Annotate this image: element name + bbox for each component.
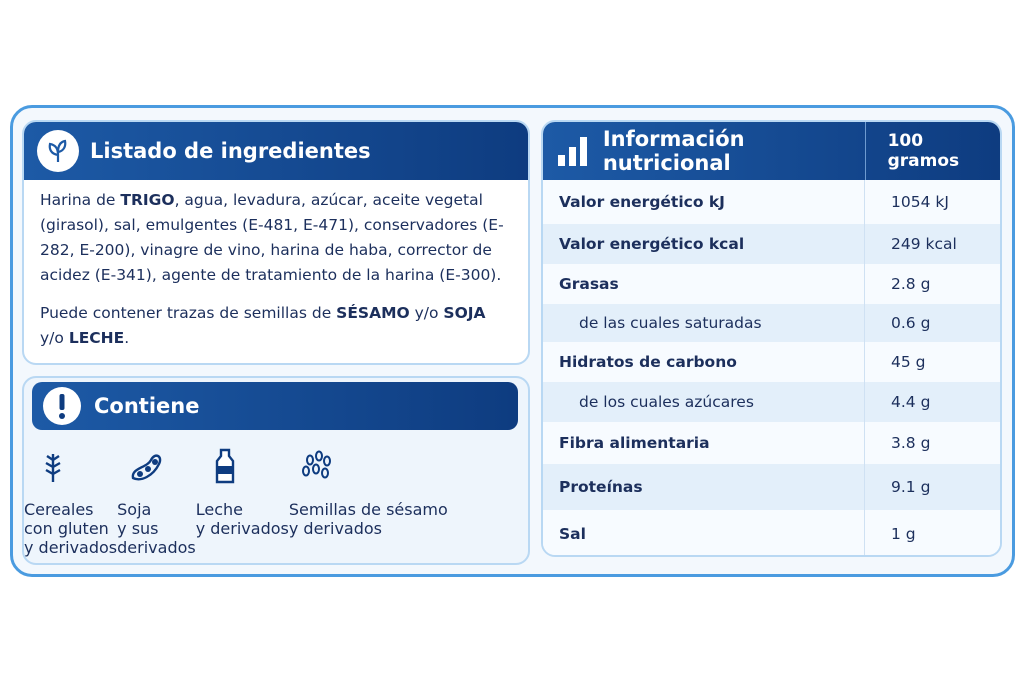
nutrition-row: Valor energético kJ 1054 kJ [543, 180, 1000, 224]
nutrient-value: 9.1 g [864, 464, 930, 510]
icon [215, 448, 234, 484]
nutrient-value: 2.8 g [864, 264, 930, 304]
nutrition-row: Hidratos de carbono 45 g [543, 342, 1000, 382]
nutrition-title: Información nutricional [602, 127, 745, 175]
text-run: y/o [40, 329, 69, 347]
nutrition-row: Fibra alimentaria 3.8 g [543, 422, 1000, 464]
allergen-label: y sus [117, 519, 159, 538]
contains-panel: Contiene Cereales con gluten y derivados So… [22, 376, 530, 565]
allergen-label: Soja [117, 500, 152, 519]
nutrient-name: de los cuales azúcares [579, 393, 754, 411]
nutrition-row: de las cuales saturadas 0.6 g [543, 304, 1000, 342]
chart-icon [558, 137, 587, 166]
allergen-label: Cereales [24, 500, 94, 519]
allergen-highlight: TRIGO [120, 191, 175, 209]
allergen-item: Soja y sus derivados [117, 438, 196, 557]
text-run: Harina de [40, 191, 121, 209]
ingredients-header: Listado de ingredientes [24, 122, 528, 180]
allergen-highlight: LECHE [68, 329, 125, 347]
nutrition-row: de los cuales azúcares 4.4 g [543, 382, 1000, 422]
text-run: . [124, 329, 130, 347]
nutrient-name: Valor energético kcal [559, 235, 745, 253]
nutrient-name: Fibra alimentaria [559, 434, 710, 452]
allergen-highlight: SÉSAMO [336, 304, 410, 322]
allergen-label: con gluten [24, 519, 109, 538]
allergen-label: Leche [195, 500, 243, 519]
nutrient-value: 45 g [864, 342, 926, 382]
nutrition-row: Proteínas 9.1 g [543, 464, 1000, 510]
column-header: 100 gramos [864, 122, 1000, 180]
nutrition-row: Grasas 2.8 g [543, 264, 1000, 304]
nutrient-name: Hidratos de carbono [559, 353, 737, 371]
nutrient-value: 0.6 g [864, 304, 930, 342]
icon [301, 450, 331, 479]
allergen-icon [117, 438, 196, 500]
nutrient-value: 3.8 g [864, 422, 930, 464]
allergen-label: Semillas de sésamo [288, 500, 448, 519]
nutrient-name: Grasas [559, 275, 619, 293]
ingredients-text: Harina de TRIGO, agua, levadura, azúcar,… [40, 188, 514, 363]
allergen-label: y derivados [24, 538, 118, 557]
alert-icon [43, 387, 81, 425]
nutrient-name: de las cuales saturadas [579, 314, 762, 332]
leaf-icon [37, 130, 79, 172]
nutrient-value: 1054 kJ [864, 180, 949, 224]
contains-header: Contiene [32, 382, 518, 430]
allergen-list: Cereales con gluten y derivados Soja y sus de… [24, 438, 528, 557]
allergen-label: y derivados [288, 519, 382, 538]
allergen-label: y derivados [195, 519, 289, 538]
nutrient-name: Sal [559, 524, 586, 543]
ingredients-panel: Listado de ingredientes Harina de TRIGO,… [22, 120, 530, 365]
allergen-item: Semillas de sésamo y derivados [289, 438, 448, 557]
allergen-label: derivados [117, 538, 196, 557]
icon [131, 454, 162, 481]
ingredients-paragraph: Harina de TRIGO, agua, levadura, azúcar,… [40, 188, 514, 288]
nutrition-header: Información nutricional 100 gramos [543, 122, 1000, 180]
allergen-item: Leche y derivados [196, 438, 289, 557]
nutrient-name: Valor energético kJ [559, 193, 725, 211]
nutrient-value: 249 kcal [864, 224, 957, 264]
nutrition-row: Sal 1 g [543, 510, 1000, 555]
text-run: y/o [409, 304, 444, 322]
nutrient-name: Proteínas [559, 478, 643, 496]
allergen-highlight: SOJA [443, 304, 486, 322]
icon [45, 454, 61, 482]
allergen-icon [24, 438, 117, 500]
text-run: , agua, levadura, azúcar, aceite vegetal… [40, 191, 504, 284]
allergen-icon [196, 438, 289, 500]
nutrient-value: 1 g [864, 510, 916, 555]
contains-title: Contiene [94, 394, 200, 418]
allergen-icon [289, 438, 448, 500]
nutrient-value: 4.4 g [864, 382, 930, 422]
allergen-item: Cereales con gluten y derivados [24, 438, 117, 557]
ingredients-title: Listado de ingredientes [90, 139, 371, 163]
ingredients-paragraph: Puede contener trazas de semillas de SÉS… [40, 301, 514, 351]
nutrition-panel: Información nutricional 100 gramos Valor… [541, 120, 1002, 557]
text-run: Puede contener trazas de semillas de [40, 304, 337, 322]
nutrition-row: Valor energético kcal 249 kcal [543, 224, 1000, 264]
